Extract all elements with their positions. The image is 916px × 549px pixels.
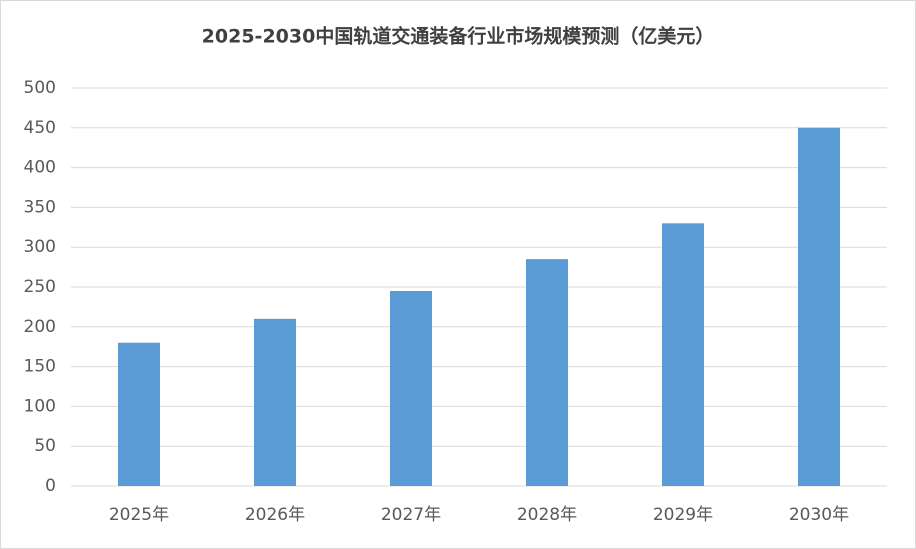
y-tick-label: 500	[24, 78, 56, 98]
bar	[662, 223, 704, 486]
y-tick-label: 200	[24, 317, 56, 337]
y-tick-label: 400	[24, 158, 56, 178]
x-tick-label: 2027年	[381, 505, 441, 525]
x-tick-label: 2026年	[245, 505, 305, 525]
x-tick-label: 2030年	[789, 505, 849, 525]
y-tick-label: 100	[24, 396, 56, 416]
x-tick-label: 2028年	[517, 505, 577, 525]
bar	[390, 290, 432, 486]
bar	[526, 259, 568, 486]
y-tick-label: 50	[34, 436, 56, 456]
x-tick-label: 2029年	[653, 505, 713, 525]
y-tick-label: 250	[24, 277, 56, 297]
y-tick-label: 0	[45, 476, 56, 496]
bar	[798, 127, 840, 487]
y-tick-label: 150	[24, 357, 56, 377]
y-tick-label: 350	[24, 197, 56, 217]
x-tick-label: 2025年	[109, 505, 169, 525]
chart-title: 2025-2030中国轨道交通装备行业市场规模预测（亿美元）	[202, 25, 715, 48]
y-tick-label: 300	[24, 237, 56, 257]
bar	[118, 342, 160, 486]
bar	[254, 318, 296, 486]
y-tick-label: 450	[24, 118, 56, 138]
